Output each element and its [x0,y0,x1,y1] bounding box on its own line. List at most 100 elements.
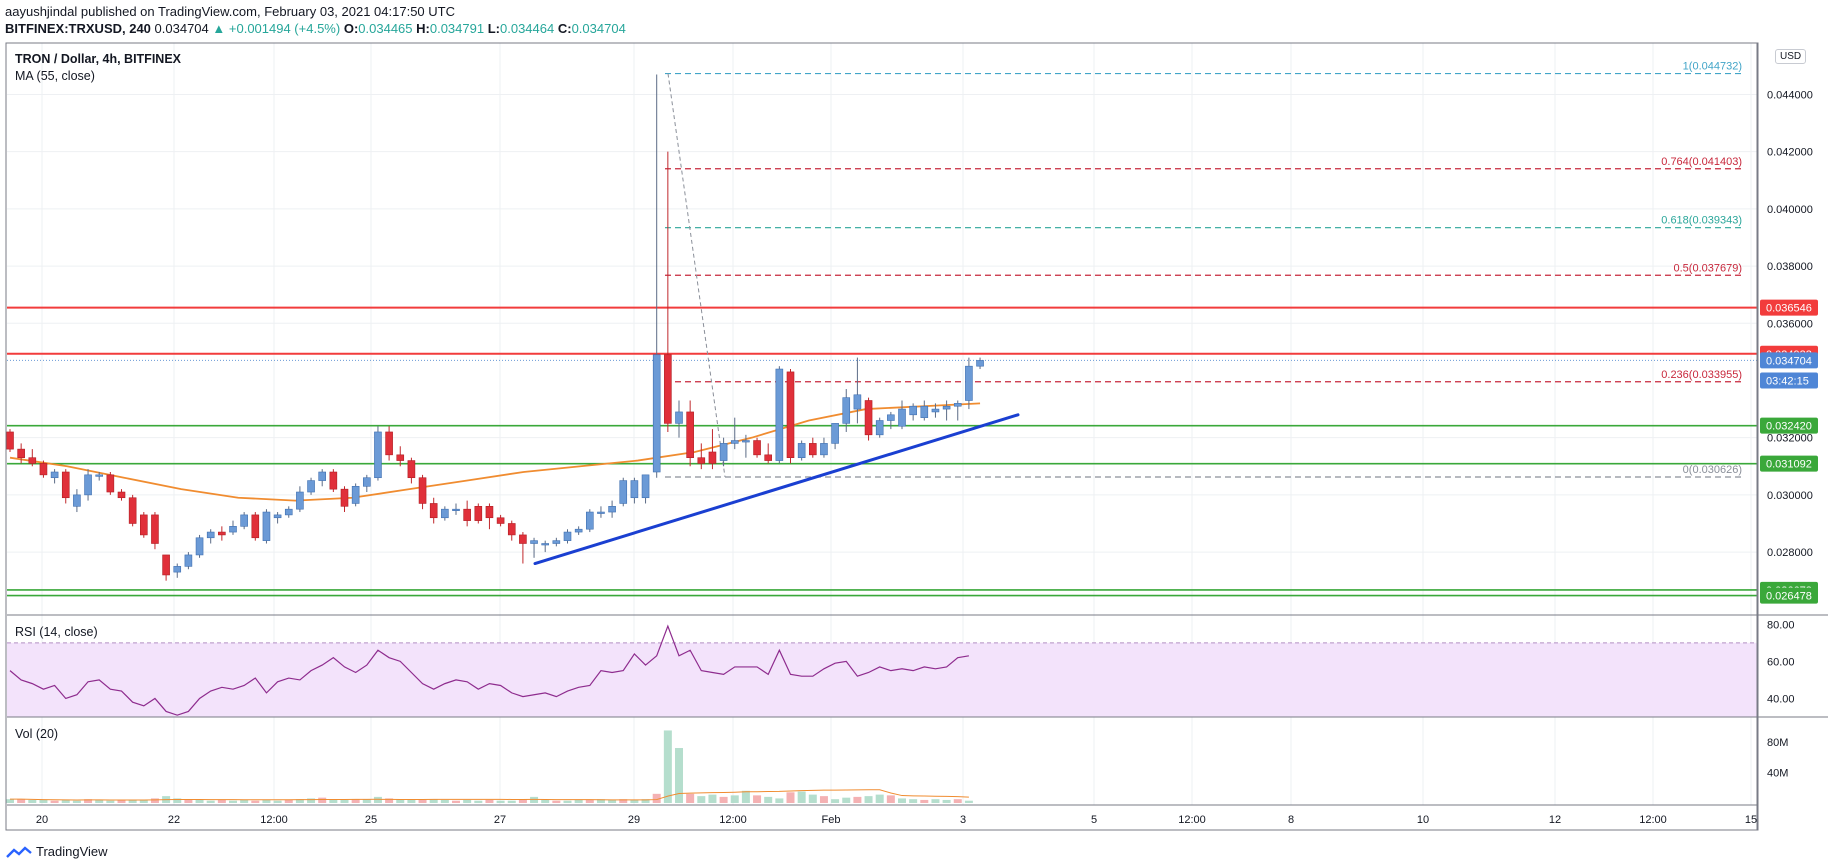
volume-bar [84,799,93,803]
volume-bar [619,799,628,803]
time-axis[interactable]: 20 22 12:00 25 27 29 12:00 Feb 3 5 12:00 8 10 12 12:00… [36,814,1757,826]
candle-body [340,488,349,507]
volume-bar [942,799,951,803]
candle-body [953,403,962,407]
volume-bar [329,799,338,803]
fibonacci-retracement[interactable]: 1(0.044732) 0.764(0.041403) 0.618(0.039343… [665,61,1745,478]
candle-body [664,354,672,424]
volume-bar [953,799,962,803]
candle-body [441,508,449,519]
candle-body [887,414,895,421]
candle-body [396,454,405,461]
candle-body [429,503,438,519]
symbol-legend-title: TRON / Dollar, 4h, BITFINEX [15,52,181,66]
candle-body [195,537,204,556]
price-tick-label: 0.042000 [1767,147,1813,159]
price-label-badge [1760,352,1818,369]
price-tick-label: 0.044000 [1767,89,1813,101]
candle-body [307,480,315,493]
candle-body [708,451,717,464]
tradingview-logo-text: TradingView [36,844,108,859]
candle-body [730,440,739,444]
volume-bar [262,799,271,803]
candle-body [318,471,327,481]
candle-body [128,497,137,524]
price-label-text: 0.031092 [1766,459,1812,471]
price-label-badge [1760,299,1818,316]
candle-body [485,506,494,519]
candle-body [407,460,416,479]
candle-body [931,408,940,413]
candle-body [898,408,906,427]
volume-bar [362,799,371,803]
symbol-label: BITFINEX:TRXUSD, 240 [5,21,151,36]
rsi-tick-label: 40.00 [1767,693,1795,705]
candle-body [507,523,516,536]
price-label-text: 03:42:15 [1766,375,1809,387]
volume-bar [764,796,773,803]
time-tick-label: 15 [1745,814,1757,826]
price-axis[interactable]: 0.044000 0.042000 0.040000 0.038000 0.036000… [1760,89,1818,779]
fib-diagonal [667,73,726,478]
candle-body [251,514,260,539]
candle-body [39,463,48,476]
candle-body [17,448,25,458]
candle-body [474,506,483,521]
volume-bar [150,798,159,803]
candle-body [608,506,616,513]
candle-body [184,554,193,567]
candle-body [140,514,148,536]
volume-bar [206,800,215,803]
volume-bar [251,800,260,803]
volume-bar [775,798,784,803]
volume-bar [675,748,683,803]
candle-body [686,411,694,459]
candle-body [775,368,784,461]
price-label-badge [1760,455,1818,472]
volume-bar [6,799,14,803]
fib-level-label: 0.764(0.041403) [1661,156,1742,168]
volume-bar [429,799,438,803]
currency-badge[interactable]: USD [1775,49,1807,64]
volume-bar [663,730,672,803]
volume-bar [641,799,650,803]
trendline[interactable] [533,413,1020,566]
ma-legend: MA (55, close) [15,69,95,83]
volume-bar [652,793,661,803]
volume-bar [518,799,527,803]
candle-body [418,477,427,504]
pane-frame [5,42,1828,831]
candle-body [106,474,115,493]
candle-body [875,420,884,436]
time-tick-label: 10 [1417,814,1429,826]
candle-body [206,531,215,539]
price-tick-label: 0.040000 [1767,204,1813,216]
symbol-info-bar: BITFINEX:TRXUSD, 240 0.034704 ▲ +0.00149… [5,21,626,37]
candle-body [240,514,248,527]
volume-bar [808,794,817,803]
volume-bar [240,799,249,803]
candle-body [530,540,538,544]
volume-bar [72,800,81,803]
volume-bar [898,798,906,803]
time-tick-label: 27 [494,814,506,826]
candle-body [385,431,393,456]
volume-bar [585,799,594,803]
candle-body [117,491,126,499]
volume-bar [496,800,505,803]
volume-bar [195,799,204,803]
tradingview-logo[interactable]: TradingView [6,844,108,859]
close-value: 0.034704 [571,21,626,36]
low-label: L: [487,21,500,36]
volume-bar [418,799,427,803]
candle-body [842,397,851,424]
candlesticks [6,74,984,581]
candle-body [597,511,605,514]
rsi-pane [7,624,1757,718]
candle-body [84,474,92,496]
price-label-text: 0.026478 [1766,591,1812,603]
volume-bar [485,799,494,803]
moving-average [9,402,981,502]
price-label-badge [1760,372,1818,389]
